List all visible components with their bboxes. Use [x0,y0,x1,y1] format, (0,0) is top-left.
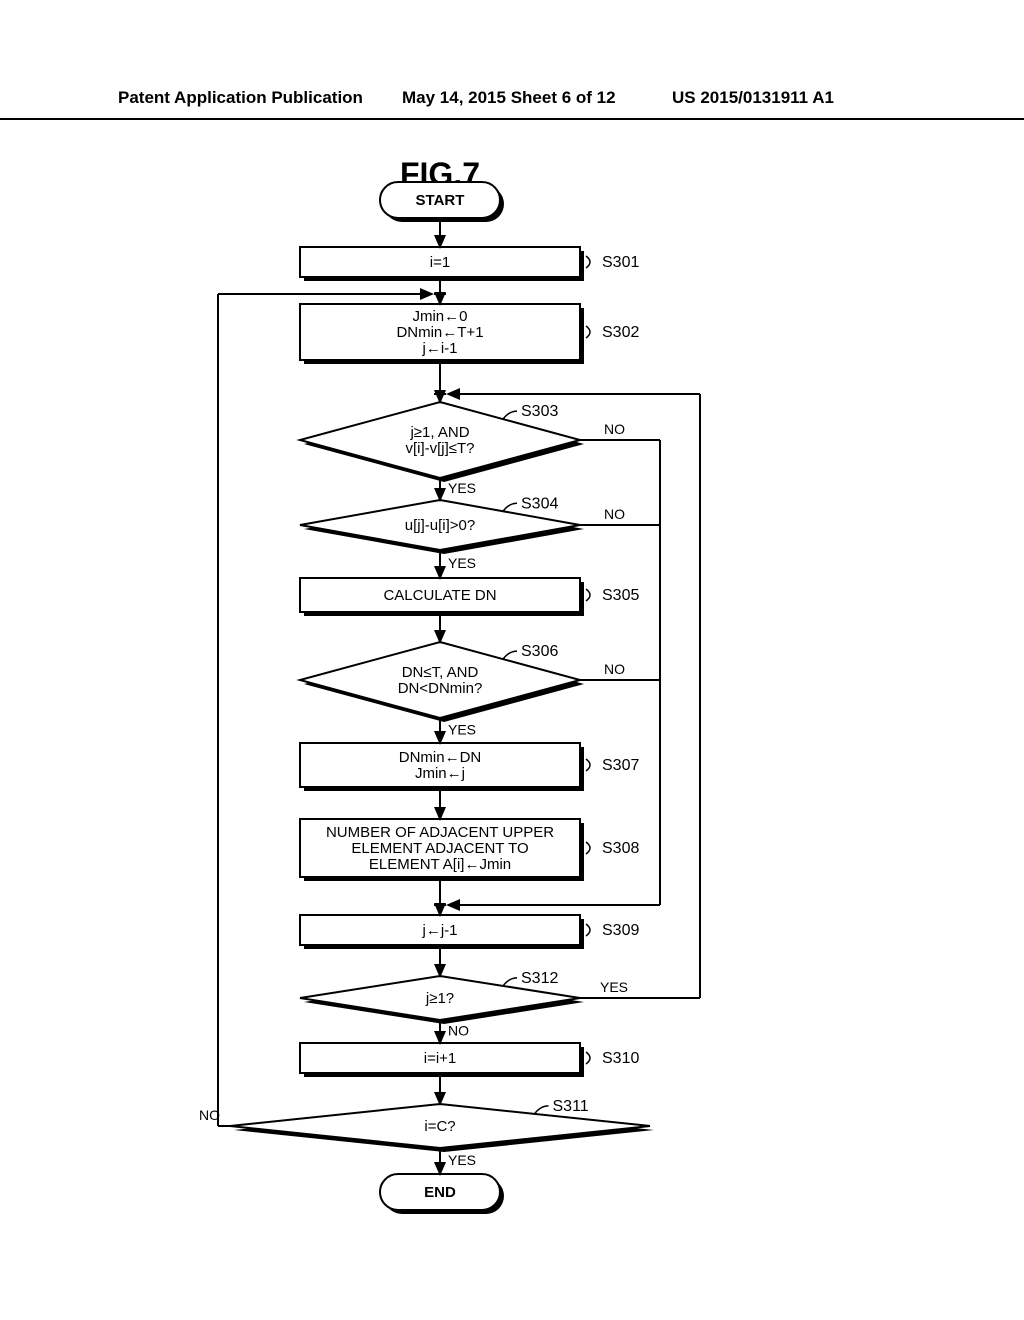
svg-text:DNmin←DN: DNmin←DN [399,749,482,766]
svg-text:j≥1, AND: j≥1, AND [409,424,469,441]
svg-text:u[j]-u[i]>0?: u[j]-u[i]>0? [405,517,475,534]
svg-text:ELEMENT A[i]←Jmin: ELEMENT A[i]←Jmin [369,856,511,873]
svg-text:YES: YES [448,555,476,571]
svg-text:S303: S303 [521,403,558,420]
svg-text:S306: S306 [521,643,558,660]
svg-text:NO: NO [448,1023,469,1039]
svg-text:i=C?: i=C? [424,1118,455,1135]
flowchart: FIG.7STARTi=1S301Jmin←0DNmin←T+1j←i-1S30… [0,0,1024,1320]
svg-text:ELEMENT ADJACENT TO: ELEMENT ADJACENT TO [351,840,528,857]
svg-text:v[i]-v[j]≤T?: v[i]-v[j]≤T? [405,440,474,457]
svg-text:Jmin←0: Jmin←0 [412,308,467,325]
svg-text:S311: S311 [553,1098,589,1115]
svg-text:S309: S309 [602,922,639,939]
svg-text:YES: YES [448,1152,476,1168]
svg-text:NO: NO [604,506,625,522]
svg-text:NO: NO [604,661,625,677]
page: Patent Application Publication May 14, 2… [0,0,1024,1320]
svg-text:j←i-1: j←i-1 [421,340,457,357]
svg-text:NUMBER OF ADJACENT UPPER: NUMBER OF ADJACENT UPPER [326,824,554,841]
svg-text:j←j-1: j←j-1 [421,922,457,939]
svg-text:S305: S305 [602,587,639,604]
svg-text:NO: NO [199,1107,220,1123]
svg-text:S301: S301 [602,254,639,271]
svg-text:NO: NO [604,421,625,437]
svg-text:DNmin←T+1: DNmin←T+1 [396,324,483,341]
svg-text:START: START [416,192,465,209]
svg-text:CALCULATE DN: CALCULATE DN [383,587,496,604]
svg-text:Jmin←j: Jmin←j [415,765,465,782]
svg-text:S302: S302 [602,324,639,341]
svg-text:S312: S312 [521,970,558,987]
svg-text:i=1: i=1 [430,254,450,271]
svg-text:DN<DNmin?: DN<DNmin? [398,680,483,697]
svg-text:i=i+1: i=i+1 [424,1050,457,1067]
svg-text:S310: S310 [602,1050,639,1067]
svg-text:YES: YES [448,480,476,496]
svg-text:S304: S304 [521,495,558,512]
svg-text:DN≤T, AND: DN≤T, AND [402,664,479,681]
svg-text:END: END [424,1184,456,1201]
svg-text:j≥1?: j≥1? [425,990,454,1007]
svg-text:YES: YES [448,722,476,738]
svg-text:S308: S308 [602,840,639,857]
svg-text:YES: YES [600,979,628,995]
svg-text:S307: S307 [602,757,639,774]
